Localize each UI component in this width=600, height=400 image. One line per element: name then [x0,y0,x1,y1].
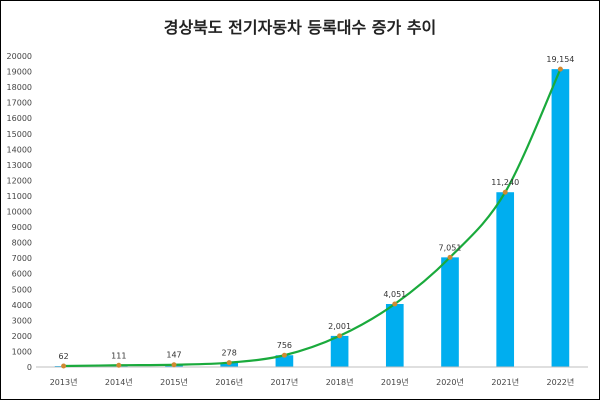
y-tick-label: 7000 [12,254,32,263]
y-tick-label: 8000 [12,239,32,248]
bars [54,69,570,367]
data-label: 19,154 [546,55,574,64]
data-label: 147 [166,351,181,360]
y-tick-label: 2000 [12,332,32,341]
bar [385,304,404,367]
data-label: 111 [111,351,126,360]
y-tick-label: 18000 [7,83,32,92]
trend-marker [392,301,398,307]
bar [275,355,294,367]
trend-marker [337,333,343,339]
data-label: 62 [59,352,69,361]
data-label: 278 [222,349,237,358]
x-tick-label: 2017년 [271,377,299,387]
trend-marker [447,254,453,260]
data-label: 2,001 [328,322,351,331]
y-tick-label: 19000 [7,68,32,77]
trend-marker [116,362,122,368]
bar [551,69,570,367]
x-tick-label: 2022년 [547,377,575,387]
y-tick-label: 10000 [7,208,32,217]
y-tick-label: 9000 [12,223,32,232]
trend-marker [281,352,287,358]
y-tick-label: 11000 [7,192,32,201]
bar [441,257,459,367]
trend-marker [61,363,67,369]
trend-line [61,66,563,369]
y-tick-label: 13000 [7,161,32,170]
y-tick-label: 1000 [12,347,32,356]
x-tick-label: 2016년 [215,377,243,387]
x-tick-label: 2013년 [50,377,78,387]
y-tick-label: 6000 [12,270,32,279]
trend-marker [502,189,508,195]
trend-line-path [63,68,562,368]
y-tick-label: 12000 [7,176,32,185]
bar [496,192,515,367]
trend-marker [171,362,177,368]
x-tick-label: 2019년 [381,377,409,387]
chart-title: 경상북도 전기자동차 등록대수 증가 추이 [164,18,437,37]
data-label: 756 [277,341,292,350]
y-tick-label: 17000 [7,99,32,108]
y-tick-label: 5000 [12,285,32,294]
x-tick-label: 2020년 [436,377,464,387]
y-axis: 0 1000 2000 3000 4000 5000 6000 7000 8000 9000 100… [7,52,32,372]
x-tick-label: 2021년 [491,377,519,387]
x-tick-label: 2015년 [160,377,188,387]
data-label: 4,051 [383,290,406,299]
x-tick-label: 2018년 [326,377,354,387]
y-tick-label: 16000 [7,114,32,123]
y-tick-label: 20000 [7,52,32,61]
y-tick-label: 4000 [12,301,32,310]
x-axis: 2013년 2014년 2015년 2016년 2017년 2018년 2019년 2020년… [36,366,588,387]
bar [330,335,349,367]
data-labels: 62 111 147 278 756 2,001 4,051 7,051 11,240 19,15… [59,55,575,361]
y-tick-label: 3000 [12,316,32,325]
trend-marker [557,66,563,72]
y-tick-label: 0 [27,363,32,372]
y-tick-label: 14000 [7,145,32,154]
data-label: 11,240 [491,178,519,187]
data-label: 7,051 [439,243,462,252]
y-tick-label: 15000 [7,130,32,139]
x-tick-label: 2014년 [105,377,133,387]
trend-marker [226,360,232,366]
